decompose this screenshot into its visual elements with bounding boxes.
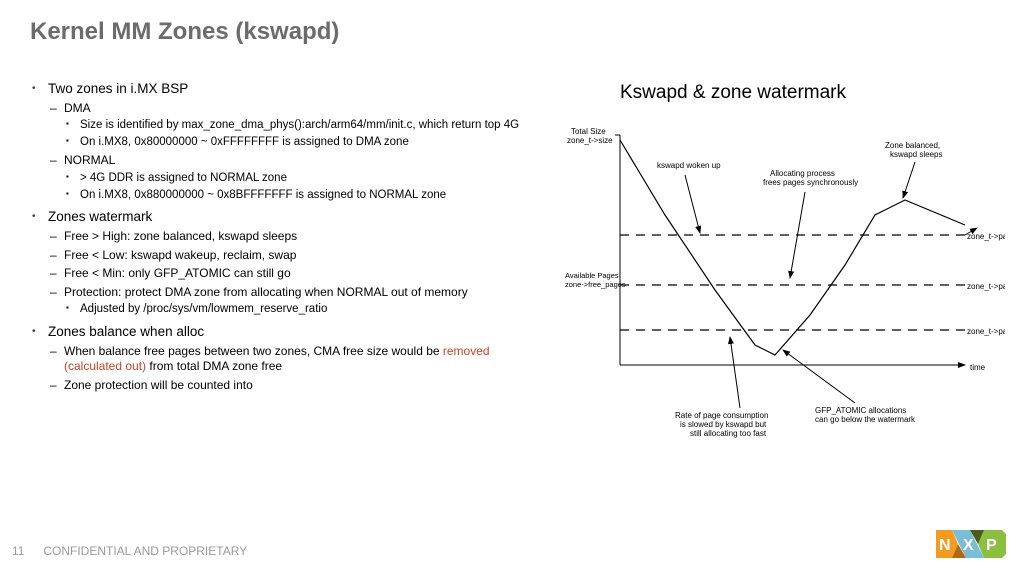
list-item: On i.MX8, 0x880000000 ~ 0x8BFFFFFFF is a… bbox=[64, 188, 550, 203]
bullet-text: Protection: protect DMA zone from alloca… bbox=[64, 285, 468, 299]
label-woken: kswapd woken up bbox=[657, 161, 721, 170]
svg-text:N: N bbox=[939, 537, 951, 554]
bullet-text: > 4G DDR is assigned to NORMAL zone bbox=[80, 172, 287, 184]
label-rate-3: still allocating too fast bbox=[690, 429, 767, 438]
list-item: When balance free pages between two zone… bbox=[48, 344, 550, 375]
list-item: Zone protection will be counted into bbox=[48, 378, 550, 394]
list-item: Free < Min: only GFP_ATOMIC can still go bbox=[48, 266, 550, 282]
label-rate-1: Rate of page consumption bbox=[675, 411, 768, 420]
confidential-label: CONFIDENTIAL AND PROPRIETARY bbox=[43, 544, 247, 558]
bullet-text: Two zones in i.MX BSP bbox=[48, 80, 550, 98]
bullet-content: Two zones in i.MX BSP DMA Size is identi… bbox=[30, 80, 550, 400]
svg-text:X: X bbox=[963, 537, 974, 554]
list-item: Size is identified by max_zone_dma_phys(… bbox=[64, 118, 550, 133]
bullet-text: from total DMA zone free bbox=[146, 359, 282, 373]
label-rate-2: is slowed by kswapd but bbox=[680, 420, 767, 429]
bullet-text: On i.MX8, 0x880000000 ~ 0x8BFFFFFFF is a… bbox=[80, 189, 446, 201]
label-total-size-2: zone_t->size bbox=[567, 136, 613, 145]
bullet-text: Free < Min: only GFP_ATOMIC can still go bbox=[64, 266, 291, 280]
bullet-text: Adjusted by /proc/sys/vm/lowmem_reserve_… bbox=[80, 303, 327, 315]
bullet-text: NORMAL bbox=[64, 153, 115, 167]
list-item: Adjusted by /proc/sys/vm/lowmem_reserve_… bbox=[64, 302, 550, 317]
bullet-text: Zone protection will be counted into bbox=[64, 378, 253, 392]
label-low: zone_t->page_low bbox=[967, 282, 1005, 291]
list-item: Two zones in i.MX BSP DMA Size is identi… bbox=[30, 80, 550, 202]
label-gfp-2: can go below the watermark bbox=[815, 415, 916, 424]
bullet-text: Free > High: zone balanced, kswapd sleep… bbox=[64, 229, 297, 243]
nxp-logo: N X P bbox=[936, 526, 1006, 562]
list-item: Zones balance when alloc When balance fr… bbox=[30, 323, 550, 393]
list-item: On i.MX8, 0x80000000 ~ 0xFFFFFFFF is ass… bbox=[64, 135, 550, 150]
label-time: time bbox=[970, 363, 986, 372]
bullet-text: On i.MX8, 0x80000000 ~ 0xFFFFFFFF is ass… bbox=[80, 136, 409, 148]
label-gfp-1: GFP_ATOMIC allocations bbox=[815, 406, 906, 415]
label-avail-2: zone->free_pages bbox=[565, 280, 626, 289]
diagram-title: Kswapd & zone watermark bbox=[620, 82, 846, 104]
label-min: zone_t->page_min bbox=[967, 327, 1005, 336]
bullet-text: When balance free pages between two zone… bbox=[64, 344, 443, 358]
list-item: NORMAL > 4G DDR is assigned to NORMAL zo… bbox=[48, 153, 550, 202]
list-item: DMA Size is identified by max_zone_dma_p… bbox=[48, 101, 550, 150]
label-balanced-1: Zone balanced, bbox=[885, 141, 940, 150]
page-number: 11 bbox=[12, 544, 40, 558]
label-total-size: Total Size bbox=[571, 127, 606, 136]
bullet-text: Free < Low: kswapd wakeup, reclaim, swap bbox=[64, 248, 296, 262]
list-item: Free < Low: kswapd wakeup, reclaim, swap bbox=[48, 248, 550, 264]
label-avail-1: Available Pages bbox=[565, 271, 619, 280]
label-alloc-2: frees pages synchronously bbox=[763, 178, 858, 187]
bullet-text: Size is identified by max_zone_dma_phys(… bbox=[80, 119, 519, 131]
label-balanced-2: kswapd sleeps bbox=[890, 150, 942, 159]
list-item: Free > High: zone balanced, kswapd sleep… bbox=[48, 229, 550, 245]
footer: 11 CONFIDENTIAL AND PROPRIETARY bbox=[12, 544, 247, 558]
bullet-text: Zones balance when alloc bbox=[48, 323, 550, 341]
bullet-text: Zones watermark bbox=[48, 208, 550, 226]
list-item: Protection: protect DMA zone from alloca… bbox=[48, 285, 550, 318]
label-high: zone_t->page_high bbox=[967, 232, 1005, 241]
watermark-diagram: Total Size zone_t->size Available Pages … bbox=[565, 120, 1005, 450]
slide-title: Kernel MM Zones (kswapd) bbox=[30, 18, 339, 46]
list-item: Zones watermark Free > High: zone balanc… bbox=[30, 208, 550, 317]
label-alloc-1: Allocating process bbox=[770, 169, 835, 178]
svg-text:P: P bbox=[986, 537, 997, 554]
list-item: > 4G DDR is assigned to NORMAL zone bbox=[64, 171, 550, 186]
bullet-text: DMA bbox=[64, 101, 91, 115]
